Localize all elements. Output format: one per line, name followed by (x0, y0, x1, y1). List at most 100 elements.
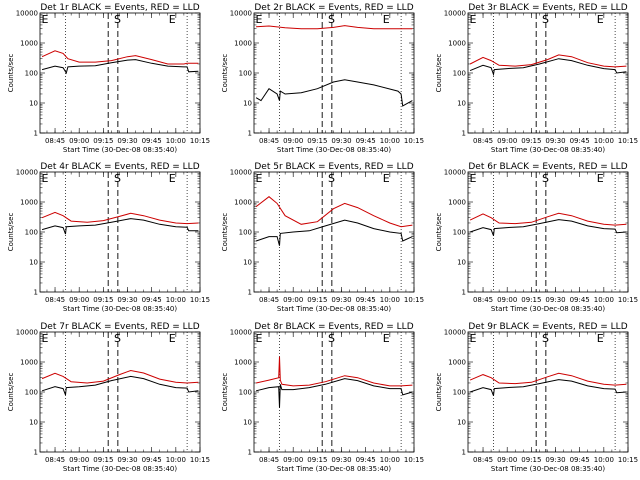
time-marker-label: E (383, 332, 390, 345)
time-marker-label: S (328, 332, 335, 345)
y-tick-label: 10 (243, 259, 252, 267)
y-tick-label: 1000 (20, 199, 38, 207)
time-marker-label: S (328, 172, 335, 185)
plot-frame (39, 331, 201, 453)
lld-rate-line (256, 25, 413, 30)
y-tick-label: 1 (34, 289, 38, 297)
x-tick-label: 10:15 (404, 296, 424, 304)
x-tick-label: 08:45 (45, 296, 65, 304)
x-tick-label: 08:45 (259, 456, 279, 464)
x-axis-label: Start Time (30-Dec-08 08:35:40) (63, 146, 177, 154)
panel-title: Det 3r BLACK = Events, RED = LLD (468, 3, 627, 13)
x-tick-label: 09:00 (497, 137, 517, 145)
x-tick-label: 09:15 (307, 296, 327, 304)
time-marker-label: E (470, 172, 477, 185)
lld-rate-line (41, 50, 199, 65)
y-tick-label: 1 (248, 289, 252, 297)
time-marker-label: S (114, 172, 121, 185)
events-rate-line (255, 378, 413, 408)
x-tick-label: 09:00 (283, 456, 303, 464)
y-tick-label: 10000 (16, 329, 38, 337)
events-rate-line (469, 379, 627, 396)
x-tick-label: 09:00 (69, 456, 89, 464)
x-axis-label: Start Time (30-Dec-08 08:35:40) (491, 305, 605, 313)
x-tick-label: 08:45 (473, 456, 493, 464)
y-tick-label: 100 (453, 229, 466, 237)
y-tick-label: 100 (239, 389, 252, 397)
x-axis-label: Start Time (30-Dec-08 08:35:40) (491, 146, 605, 154)
x-tick-label: 08:45 (45, 137, 65, 145)
panel-title: Det 8r BLACK = Events, RED = LLD (254, 322, 413, 332)
y-axis-label: Counts/sec (435, 373, 443, 412)
time-marker-label: S (542, 172, 549, 185)
y-tick-label: 1 (34, 130, 38, 138)
y-tick-label: 10 (29, 259, 38, 267)
detector-panel-5: Det 5r BLACK = Events, RED = LLD Counts/s… (221, 162, 424, 313)
time-marker-label: E (383, 172, 390, 185)
x-tick-label: 09:15 (93, 296, 113, 304)
x-axis-label: Start Time (30-Dec-08 08:35:40) (63, 465, 177, 473)
y-tick-label: 10 (457, 100, 466, 108)
time-marker-label: S (114, 332, 121, 345)
y-tick-label: 1000 (234, 359, 252, 367)
y-tick-label: 100 (453, 70, 466, 78)
x-tick-label: 09:30 (117, 296, 137, 304)
y-tick-label: 1 (462, 449, 466, 457)
y-tick-label: 1 (248, 449, 252, 457)
x-tick-label: 09:45 (356, 296, 376, 304)
time-marker-label: S (542, 332, 549, 345)
time-marker-label: E (256, 332, 263, 345)
plot-frame (39, 171, 201, 293)
panel-title: Det 6r BLACK = Events, RED = LLD (468, 162, 627, 172)
x-tick-label: 10:15 (404, 137, 424, 145)
time-marker-label: E (42, 172, 49, 185)
time-marker-label: E (256, 172, 263, 185)
y-tick-label: 100 (453, 389, 466, 397)
x-tick-label: 09:30 (331, 137, 351, 145)
x-tick-label: 09:00 (497, 456, 517, 464)
x-tick-label: 10:15 (190, 296, 210, 304)
time-marker-label: S (328, 13, 335, 26)
y-axis-label: Counts/sec (435, 213, 443, 252)
x-tick-label: 09:15 (521, 296, 541, 304)
x-tick-label: 10:15 (404, 456, 424, 464)
y-axis-label: Counts/sec (221, 54, 229, 93)
x-tick-label: 09:00 (69, 296, 89, 304)
detector-panel-4: Det 4r BLACK = Events, RED = LLD Counts/s… (7, 162, 210, 313)
y-tick-label: 10000 (444, 10, 466, 18)
plot-frame (253, 12, 415, 134)
y-tick-label: 10 (29, 419, 38, 427)
time-marker-label: E (470, 332, 477, 345)
x-tick-label: 08:45 (259, 296, 279, 304)
events-rate-line (41, 59, 199, 75)
x-tick-label: 09:30 (117, 456, 137, 464)
detector-panel-9: Det 9r BLACK = Events, RED = LLD Counts/s… (435, 322, 638, 473)
y-tick-label: 10000 (230, 10, 252, 18)
y-tick-label: 10 (457, 419, 466, 427)
x-tick-label: 09:45 (142, 296, 162, 304)
x-tick-label: 09:45 (142, 456, 162, 464)
y-tick-label: 100 (239, 229, 252, 237)
time-marker-label: E (169, 172, 176, 185)
x-tick-label: 09:00 (283, 296, 303, 304)
x-tick-label: 09:30 (331, 456, 351, 464)
x-tick-label: 09:00 (283, 137, 303, 145)
x-tick-label: 10:00 (594, 137, 614, 145)
y-tick-label: 1000 (448, 359, 466, 367)
x-tick-label: 09:45 (570, 296, 590, 304)
x-axis-label: Start Time (30-Dec-08 08:35:40) (277, 305, 391, 313)
y-tick-label: 10000 (444, 329, 466, 337)
x-tick-label: 09:30 (545, 137, 565, 145)
x-tick-label: 09:45 (356, 456, 376, 464)
y-tick-label: 100 (25, 229, 38, 237)
y-tick-label: 1000 (20, 359, 38, 367)
x-tick-label: 10:00 (594, 456, 614, 464)
detector-panel-6: Det 6r BLACK = Events, RED = LLD Counts/s… (435, 162, 638, 313)
time-marker-label: S (114, 13, 121, 26)
y-axis-label: Counts/sec (7, 213, 15, 252)
x-tick-label: 09:15 (521, 456, 541, 464)
lld-rate-line (469, 372, 627, 386)
plot-frame (39, 12, 201, 134)
detector-panel-1: Det 1r BLACK = Events, RED = LLD Counts/s… (7, 3, 210, 154)
